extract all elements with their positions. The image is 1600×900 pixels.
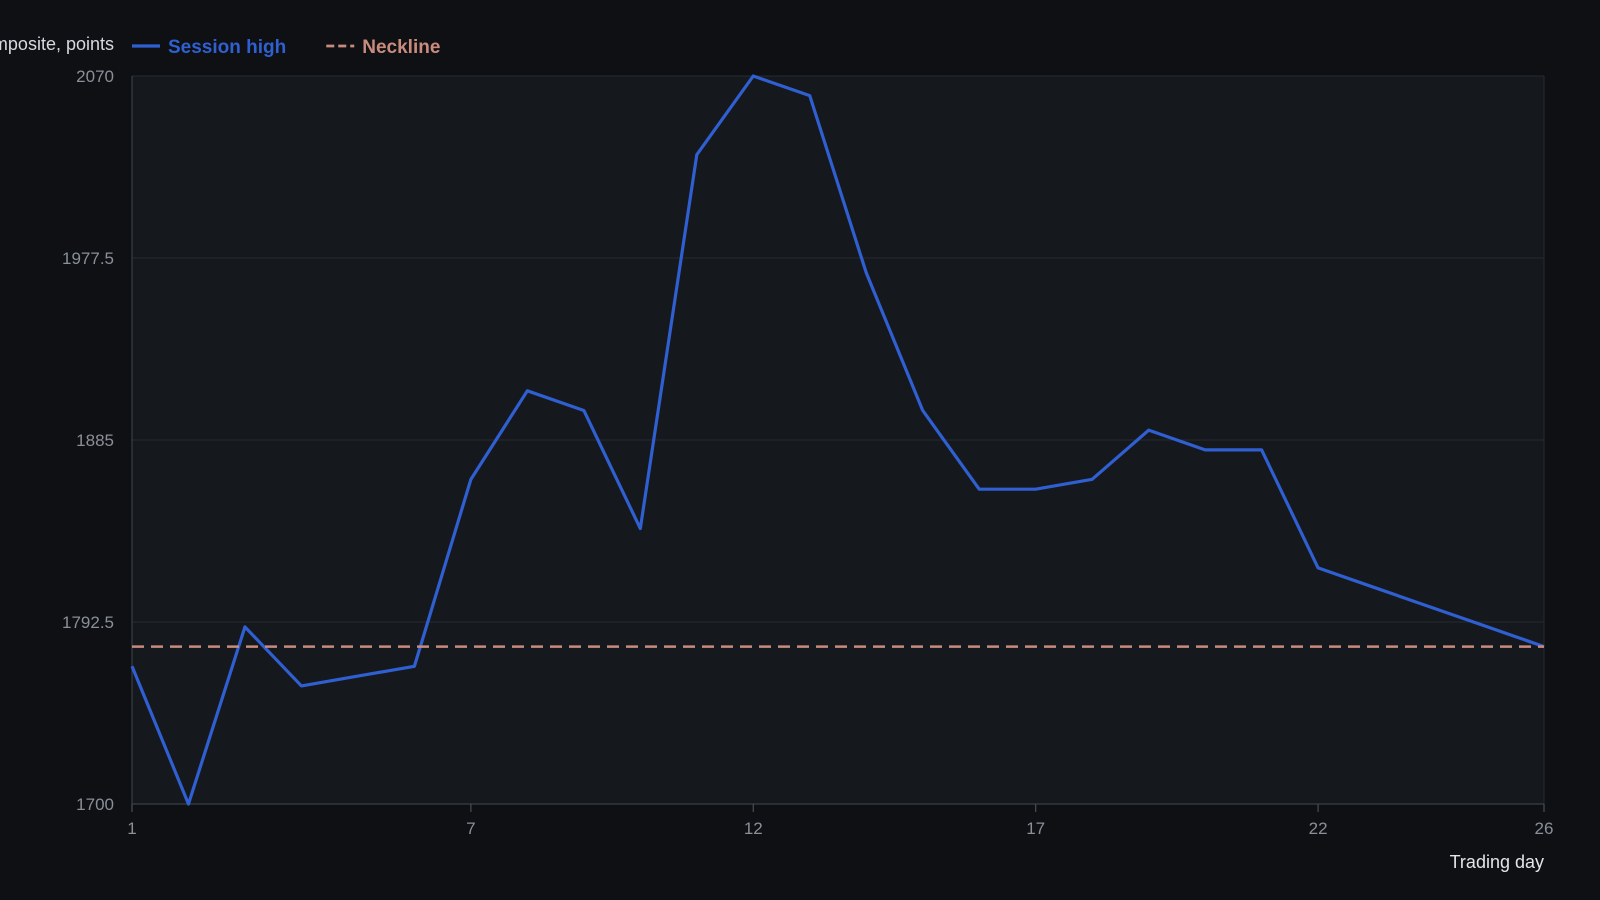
legend-label: Neckline <box>362 37 440 58</box>
x-tick-label: 7 <box>466 819 475 838</box>
session-high-line <box>130 74 1545 806</box>
x-tick-label: 12 <box>744 819 763 838</box>
x-tick-label: 22 <box>1309 819 1328 838</box>
y-tick-label: 1700 <box>76 795 114 814</box>
legend: Session high Neckline <box>132 37 440 58</box>
y-tick-label: 1885 <box>76 431 114 450</box>
y-axis-label: Composite, points <box>0 34 114 54</box>
y-tick-label: 1792.5 <box>62 613 114 632</box>
x-tick-label: 26 <box>1535 819 1554 838</box>
x-axis-label: Trading day <box>1450 852 1544 872</box>
legend-label: Session high <box>168 37 286 58</box>
x-tick-label: 1 <box>127 819 136 838</box>
y-tick-label: 2070 <box>76 67 114 86</box>
x-tick-label: 17 <box>1026 819 1045 838</box>
y-tick-label: 1977.5 <box>62 249 114 268</box>
